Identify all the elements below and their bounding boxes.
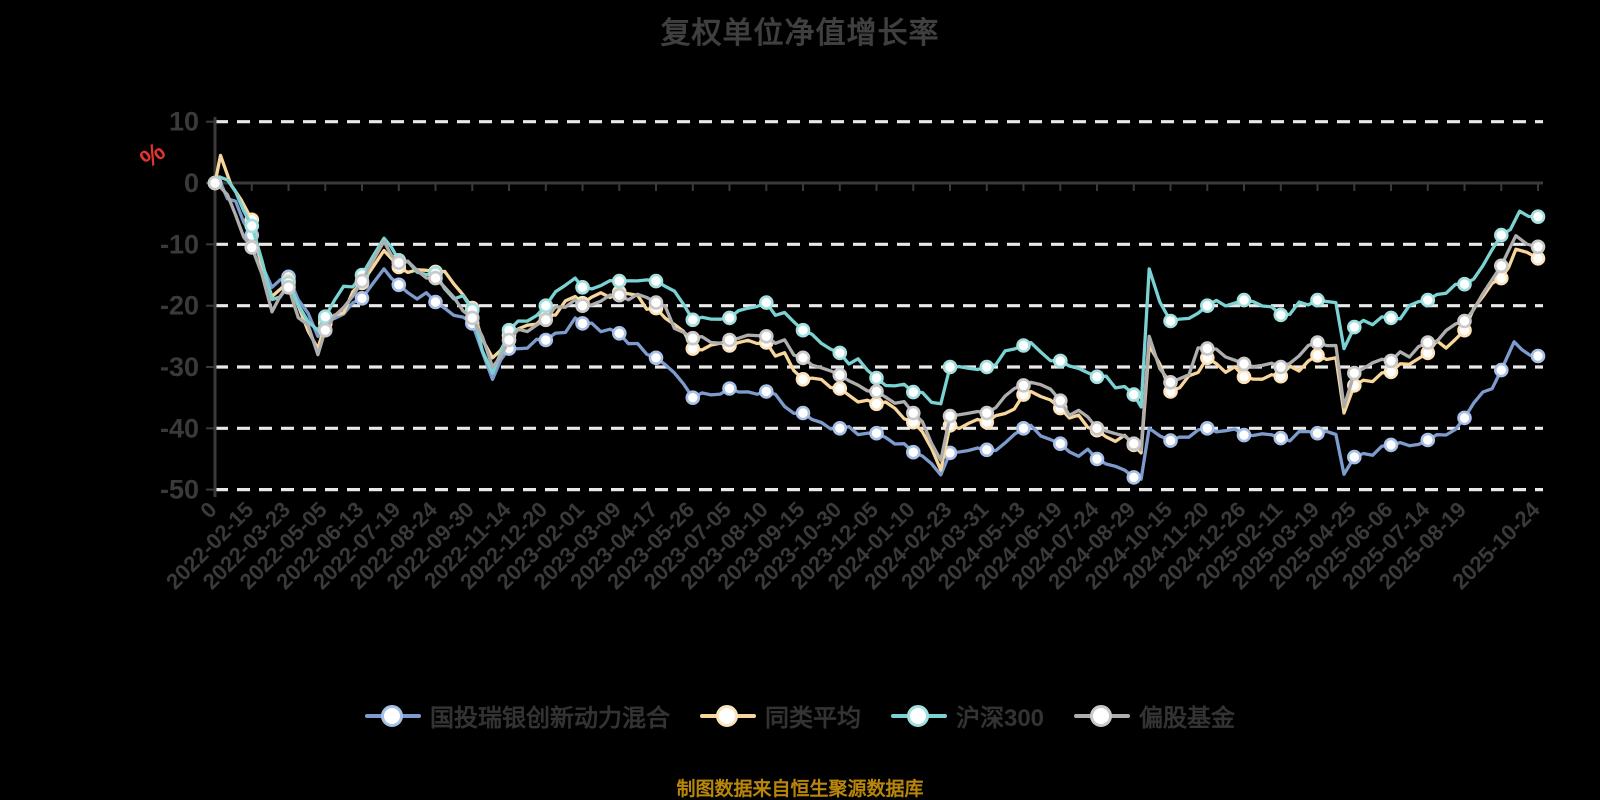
chart-title: 复权单位净值增长率 — [660, 17, 940, 50]
data-source-caption: 制图数据来自恒生聚源数据库 — [676, 779, 924, 800]
legend-marker-peer-average — [699, 704, 756, 727]
y-axis-unit: % — [134, 136, 171, 174]
y-axis-label: -10 — [160, 229, 199, 259]
series-line-peer-average — [213, 153, 1540, 472]
legend-label-peer-average: 同类平均 — [764, 705, 861, 732]
y-axis-label: -30 — [160, 352, 199, 382]
y-axis-label: -40 — [160, 413, 199, 443]
y-axis-label: 10 — [169, 107, 199, 137]
legend-label-fund: 国投瑞银创新动力混合 — [429, 705, 670, 732]
y-axis-label: -20 — [160, 291, 199, 321]
legend-item-equity-fund[interactable]: 偏股基金 — [1074, 698, 1235, 733]
legend-marker-fund — [364, 704, 421, 727]
series-markers-equity-fund — [207, 175, 1546, 452]
legend-item-peer-average[interactable]: 同类平均 — [699, 698, 861, 733]
legend-label-csi300: 沪深300 — [955, 705, 1045, 732]
legend-item-csi300[interactable]: 沪深300 — [890, 698, 1045, 733]
series-markers-fund — [207, 175, 1546, 485]
x-axis: 02022-02-152022-03-232022-05-052022-06-1… — [161, 181, 1545, 594]
legend-marker-csi300 — [890, 704, 947, 727]
legend-marker-equity-fund — [1074, 704, 1131, 727]
y-axis-label: 0 — [184, 168, 199, 198]
legend-item-fund[interactable]: 国投瑞银创新动力混合 — [364, 698, 670, 733]
legend-label-equity-fund: 偏股基金 — [1139, 705, 1236, 732]
y-axis-label: -50 — [160, 475, 199, 505]
y-axis: 10 0 -10 -20 -30 -40 -50% — [134, 107, 217, 505]
legend: 国投瑞银创新动力混合 同类平均 沪深300 偏股基金 — [0, 698, 1600, 733]
